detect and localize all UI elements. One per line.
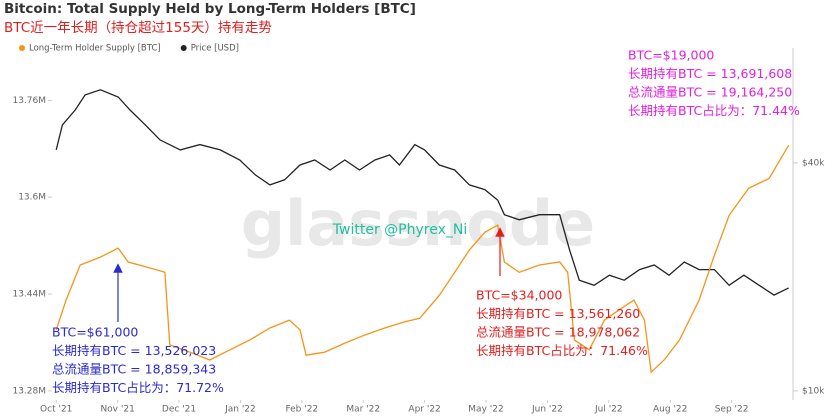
credit: Twitter @Phyrex_Ni [332,222,467,238]
annotation-text: 长期持有BTC = 13,561,260 [476,306,640,321]
x-tick-label: May '22 [468,405,503,415]
y-tick-label: 13.76M [12,96,46,106]
x-tick-label: Apr '22 [408,405,440,415]
x-tick-label: Nov '21 [100,405,134,415]
chart-title: Bitcoin: Total Supply Held by Long-Term … [4,1,416,17]
x-tick-label: Jun '22 [531,405,563,415]
annotation-text: BTC=$19,000 [628,48,714,63]
series-line [55,89,789,296]
annotation-text: BTC=$61,000 [52,325,138,340]
series-line [55,144,790,374]
x-tick-label: Oct '21 [40,405,72,415]
annotation-text: 总流通量BTC = 19,164,250 [628,85,792,100]
annotation-text: 总流通量BTC = 18,978,062 [476,325,640,340]
legend-label: Long-Term Holder Supply [BTC] [29,44,161,54]
x-tick-label: Mar '22 [346,405,380,415]
y2-tick-label: $40k [802,158,825,168]
watermark: glassnode [241,187,595,260]
x-tick-label: Feb '22 [285,405,318,415]
annotation-text: 长期持有BTC占比为：71.72% [52,380,224,395]
legend-swatch [19,45,25,51]
x-tick-label: Dec '21 [162,405,196,415]
y2-tick-label: $10k [802,386,825,396]
x-tick-label: Jan '22 [224,405,256,415]
annotation-text: 总流通量BTC = 18,859,343 [52,362,216,377]
legend-swatch [180,45,187,51]
x-tick-label: Sep '22 [715,405,749,415]
chart-subtitle: BTC近一年长期（持仓超过155天）持有走势 [4,20,272,36]
annotation-text: 长期持有BTC = 13,691,608 [628,66,792,81]
annotation-text: BTC=$34,000 [476,288,562,303]
annotation-text: 长期持有BTC = 13,526,023 [52,343,216,358]
y-tick-label: 13.6M [18,193,46,203]
y-tick-label: 13.28M [12,386,46,396]
legend-label: Price [USD] [191,44,239,54]
annotation-text: 长期持有BTC占比为：71.46% [476,343,648,358]
x-tick-label: Jul '22 [594,405,623,415]
annotation-text: 长期持有BTC占比为：71.44% [628,103,800,118]
x-tick-label: Aug '22 [653,405,687,415]
y-tick-label: 13.44M [12,290,46,300]
